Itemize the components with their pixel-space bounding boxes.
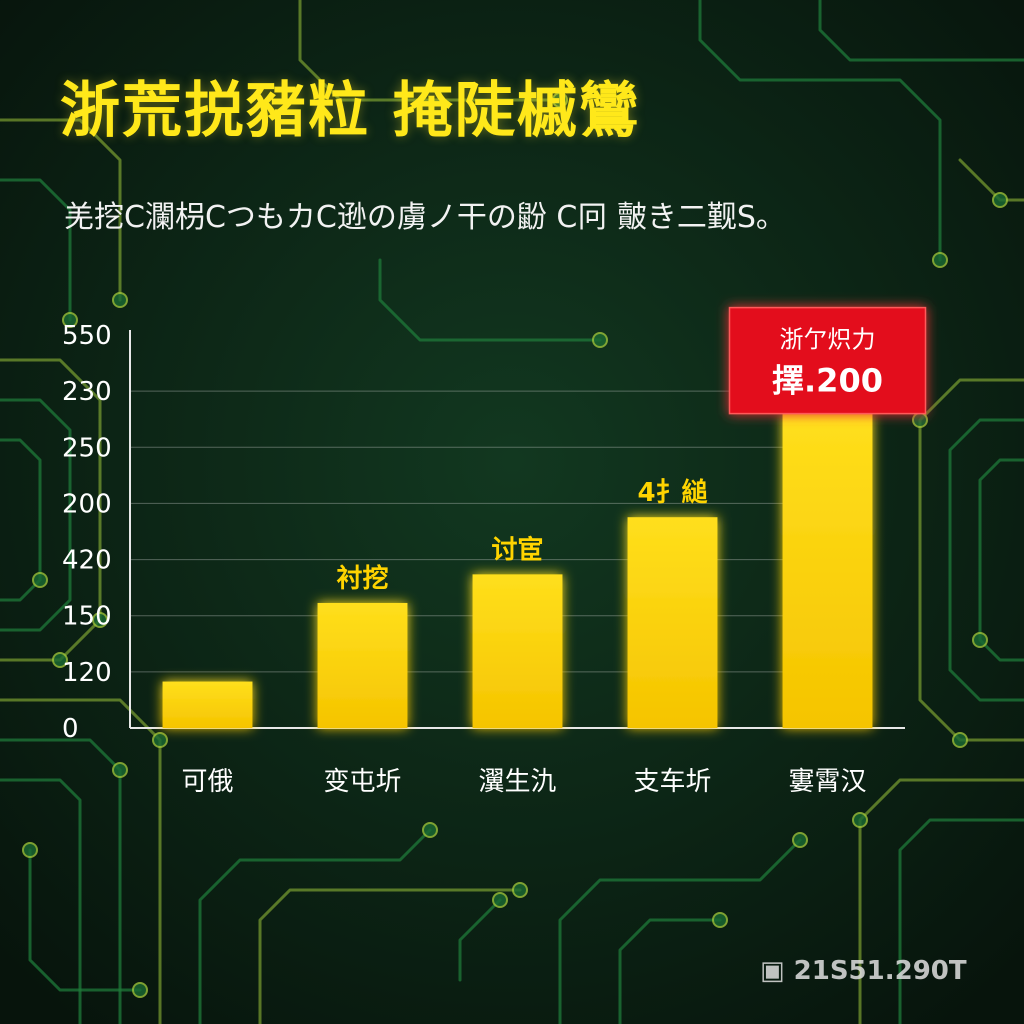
circuit-node — [712, 912, 728, 928]
circuit-trace — [698, 0, 942, 262]
circuit-node — [992, 192, 1008, 208]
circuit-node — [592, 332, 608, 348]
circuit-trace — [858, 778, 1024, 1024]
circuit-trace — [618, 918, 722, 1024]
y-tick-label: 230 — [62, 377, 112, 407]
circuit-node — [132, 982, 148, 998]
y-tick-label: 150 — [62, 602, 112, 632]
watermark-text: 21S51.290T — [793, 956, 967, 986]
chart-title: 浙荒捝豬粒 掩陡槭鸞 — [60, 76, 641, 146]
circuit-node — [22, 842, 38, 858]
bar — [317, 602, 408, 728]
circuit-trace — [378, 258, 602, 342]
circuit-node — [32, 572, 48, 588]
x-tick-label: 可俄 — [181, 767, 233, 797]
circuit-node — [512, 882, 528, 898]
circuit-trace — [458, 898, 502, 982]
y-tick-label: 420 — [62, 546, 112, 576]
circuit-node — [852, 812, 868, 828]
circuit-node — [62, 312, 78, 328]
x-tick-label: 变屯圻 — [323, 767, 401, 797]
circuit-node — [152, 732, 168, 748]
circuit-trace — [258, 888, 522, 1024]
circuit-trace — [918, 378, 1024, 742]
bar — [162, 681, 253, 728]
circuit-trace — [0, 398, 72, 632]
data-label: 4扌縋 — [637, 477, 707, 508]
x-tick-label: 瀷生氿 — [478, 767, 556, 797]
x-tick-label: 寠霄汉 — [788, 767, 866, 797]
circuit-trace — [0, 178, 72, 322]
bar — [472, 574, 563, 728]
data-label: 讨宦 — [491, 534, 543, 565]
circuit-trace — [818, 0, 1024, 62]
callout-box — [728, 306, 927, 415]
y-tick-label: 250 — [62, 433, 112, 463]
stamp-icon: ▣ — [760, 956, 785, 986]
y-tick-label: 200 — [62, 489, 112, 519]
circuit-node — [952, 732, 968, 748]
circuit-node — [112, 292, 128, 308]
circuit-node — [932, 252, 948, 268]
circuit-trace — [978, 458, 1024, 662]
circuit-node — [552, 92, 568, 108]
circuit-trace — [948, 418, 1024, 702]
callout-label: 浙亇炽力 — [780, 326, 876, 354]
bar — [627, 517, 718, 728]
circuit-trace — [0, 698, 162, 1024]
circuit-node — [112, 762, 128, 778]
y-tick-label: 550 — [62, 321, 112, 351]
circuit-node — [492, 892, 508, 908]
circuit-node — [92, 612, 108, 628]
circuit-node — [792, 832, 808, 848]
circuit-trace — [28, 848, 142, 992]
circuit-trace — [0, 738, 122, 1024]
circuit-node — [52, 652, 68, 668]
data-label: 衬挖 — [336, 563, 388, 594]
circuit-trace — [898, 818, 1024, 1024]
y-tick-label: 120 — [62, 658, 112, 688]
circuit-trace — [558, 838, 802, 1024]
circuit-trace — [0, 358, 102, 662]
circuit-trace — [0, 778, 82, 1024]
y-tick-label: 0 — [62, 714, 79, 744]
callout-value: 擇.200 — [772, 362, 883, 400]
watermark: ▣ 21S51.290T — [760, 956, 967, 986]
x-tick-label: 支车圻 — [633, 767, 711, 797]
circuit-trace — [298, 0, 562, 102]
circuit-node — [422, 822, 438, 838]
chart-subtitle: 羌挖C瀾枴CつもカC逊の虜ノ干の鼢 C冋 皾き二觐S。 — [64, 200, 786, 235]
bar — [782, 413, 873, 728]
circuit-node — [972, 632, 988, 648]
circuit-trace — [0, 118, 122, 302]
circuit-trace — [198, 828, 432, 1024]
circuit-trace — [0, 438, 42, 602]
